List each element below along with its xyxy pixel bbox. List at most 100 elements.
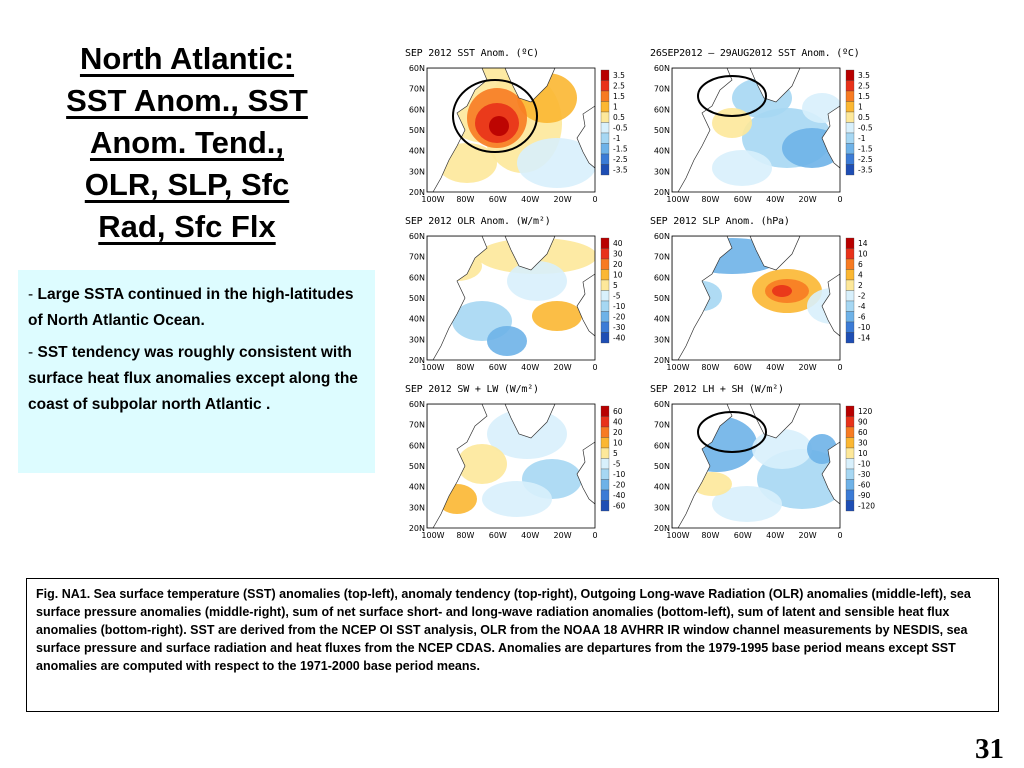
legend-label: 1.5 (613, 92, 625, 101)
legend-swatch (845, 122, 855, 134)
legend-swatch (600, 132, 610, 144)
lon-tick-label: 20W (554, 195, 572, 204)
anomaly-blob (489, 116, 509, 136)
legend-swatch (845, 437, 855, 449)
legend-label: -90 (858, 491, 870, 500)
legend-label: 1 (613, 103, 618, 112)
lat-tick-label: 70N (409, 253, 425, 262)
anomaly-blob (752, 429, 812, 469)
map-panel-sst-anom: SEP 2012 SST Anom. (ºC) 60N 70N 60N 50N 40N 30… (405, 48, 650, 213)
lon-tick-label: 80W (701, 531, 719, 540)
legend-swatch (600, 258, 610, 270)
lat-tick-label: 70N (409, 421, 425, 430)
lon-tick-label: 40W (766, 195, 784, 204)
legend-swatch (600, 248, 610, 260)
lat-tick-label: 20N (409, 188, 425, 197)
anomaly-blob (517, 138, 595, 188)
anomaly-blob (482, 481, 552, 517)
legend-swatch (845, 500, 855, 512)
legend-label: -10 (858, 460, 870, 469)
europe-africa-coast (576, 441, 595, 505)
greenland-coast (504, 404, 556, 439)
north-america-coast (427, 404, 488, 528)
north-america-coast (672, 68, 733, 192)
legend-swatch (845, 143, 855, 155)
lon-tick-label: 0 (592, 195, 597, 204)
lon-tick-label: 20W (554, 363, 572, 372)
legend-label: 5 (613, 281, 618, 290)
lon-tick-label: 60W (489, 195, 507, 204)
legend-swatch (600, 458, 610, 470)
lon-tick-label: 60W (734, 531, 752, 540)
north-america-coast (427, 236, 488, 360)
lon-tick-label: 60W (734, 195, 752, 204)
legend-label: 1 (858, 103, 863, 112)
lat-tick-label: 60N (654, 105, 670, 114)
lat-tick-label: 60N (654, 273, 670, 282)
legend-label: -40 (613, 334, 625, 343)
map-panel-slp-anom: SEP 2012 SLP Anom. (hPa) 60N 70N 60N 50N 40N 3… (650, 216, 895, 381)
title-line: Rad, Sfc Flx (98, 209, 276, 244)
anomaly-blob (507, 261, 567, 301)
anomaly-blob (712, 150, 772, 186)
lat-tick-label: 30N (654, 167, 670, 176)
lat-tick-label: 30N (654, 335, 670, 344)
legend-label: 30 (613, 250, 623, 259)
legend-swatch (600, 332, 610, 344)
legend-label: 5 (613, 449, 618, 458)
legend-label: -2.5 (613, 155, 628, 164)
legend-label: 40 (613, 418, 623, 427)
legend-label: -3.5 (613, 166, 628, 175)
lat-tick-label: 60N (409, 400, 425, 409)
anomaly-blob (712, 486, 782, 522)
legend-label: -2.5 (858, 155, 873, 164)
legend-swatch (600, 437, 610, 449)
legend-label: -10 (613, 470, 625, 479)
lat-tick-label: 60N (409, 232, 425, 241)
map-panel-olr-anom: SEP 2012 OLR Anom. (W/m²) 60N 70N 60N 50N 40N… (405, 216, 650, 381)
legend-swatch (600, 143, 610, 155)
legend-swatch (600, 447, 610, 459)
legend-label: -0.5 (858, 124, 873, 133)
lon-tick-label: 20W (554, 531, 572, 540)
lon-tick-label: 40W (521, 195, 539, 204)
legend-label: -30 (858, 470, 870, 479)
map-panel-title: SEP 2012 OLR Anom. (W/m²) (405, 216, 551, 227)
legend-swatch (845, 458, 855, 470)
bullet-item: - Large SSTA continued in the high-latit… (28, 286, 354, 329)
lon-tick-label: 80W (456, 363, 474, 372)
legend-swatch (845, 237, 855, 249)
lat-tick-label: 20N (409, 524, 425, 533)
legend-label: 20 (613, 260, 623, 269)
legend-label: 40 (613, 239, 623, 248)
lon-tick-label: 0 (837, 363, 842, 372)
legend-label: 2.5 (613, 82, 625, 91)
legend-swatch (600, 69, 610, 81)
legend-swatch (845, 479, 855, 491)
legend-label: -10 (613, 302, 625, 311)
lon-tick-label: 0 (837, 531, 842, 540)
legend-swatch (845, 90, 855, 102)
lat-tick-label: 70N (654, 85, 670, 94)
legend-swatch (845, 405, 855, 417)
legend-swatch (845, 290, 855, 302)
legend-label: 3.5 (858, 71, 870, 80)
lat-tick-label: 70N (654, 421, 670, 430)
legend-swatch (845, 416, 855, 428)
highlight-circle (697, 411, 767, 453)
legend-swatch (600, 153, 610, 165)
lat-tick-label: 60N (409, 105, 425, 114)
lat-tick-label: 50N (654, 294, 670, 303)
legend-label: 14 (858, 239, 868, 248)
europe-africa-coast (821, 105, 840, 169)
legend-label: -1.5 (858, 145, 873, 154)
legend-label: -20 (613, 313, 625, 322)
legend-label: -120 (858, 502, 875, 511)
legend-label: 10 (613, 439, 623, 448)
lat-tick-label: 30N (409, 335, 425, 344)
figure-caption: Fig. NA1. Sea surface temperature (SST) … (26, 578, 999, 712)
legend-swatch (845, 332, 855, 344)
summary-box: - Large SSTA continued in the high-latit… (18, 270, 375, 473)
anomaly-blob (457, 444, 507, 484)
